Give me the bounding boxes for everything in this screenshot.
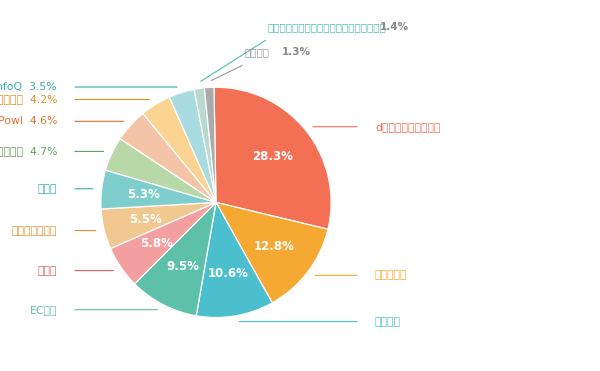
Text: ハビタス  4.7%: ハビタス 4.7% (0, 147, 57, 157)
Wedge shape (134, 203, 216, 316)
Wedge shape (106, 139, 216, 203)
Text: その他：: その他： (245, 47, 270, 57)
Text: ECナビ: ECナビ (29, 305, 57, 315)
Text: ポイントインカム以外に利用していない：: ポイントインカム以外に利用していない： (268, 22, 386, 32)
Wedge shape (101, 170, 216, 209)
Wedge shape (205, 87, 216, 203)
Text: dジョブスマホワーク: dジョブスマホワーク (375, 122, 440, 132)
Text: 12.8%: 12.8% (253, 240, 294, 253)
Wedge shape (101, 203, 216, 249)
Wedge shape (214, 87, 331, 229)
Text: 5.8%: 5.8% (140, 237, 173, 250)
Text: 1.3%: 1.3% (281, 47, 311, 57)
Text: infoQ  3.5%: infoQ 3.5% (0, 82, 57, 92)
Wedge shape (194, 88, 216, 203)
Text: 28.3%: 28.3% (252, 151, 293, 164)
Wedge shape (110, 203, 216, 284)
Text: マクロミル: マクロミル (375, 270, 407, 280)
Text: Powl  4.6%: Powl 4.6% (0, 116, 57, 126)
Text: ワラウ: ワラウ (38, 184, 57, 194)
Text: 5.5%: 5.5% (129, 213, 162, 226)
Text: トリマ: トリマ (38, 266, 57, 276)
Wedge shape (143, 97, 216, 203)
Text: ちょびリッチ  4.2%: ちょびリッチ 4.2% (0, 95, 57, 105)
Text: ポイントタウン: ポイントタウン (11, 226, 57, 236)
Wedge shape (120, 114, 216, 203)
Wedge shape (169, 89, 216, 203)
Text: 10.6%: 10.6% (208, 267, 248, 280)
Text: 1.4%: 1.4% (379, 22, 409, 32)
Text: 9.5%: 9.5% (166, 260, 199, 273)
Wedge shape (216, 203, 328, 303)
Wedge shape (196, 203, 272, 318)
Text: モッピー: モッピー (375, 316, 401, 326)
Text: 5.3%: 5.3% (128, 188, 160, 201)
